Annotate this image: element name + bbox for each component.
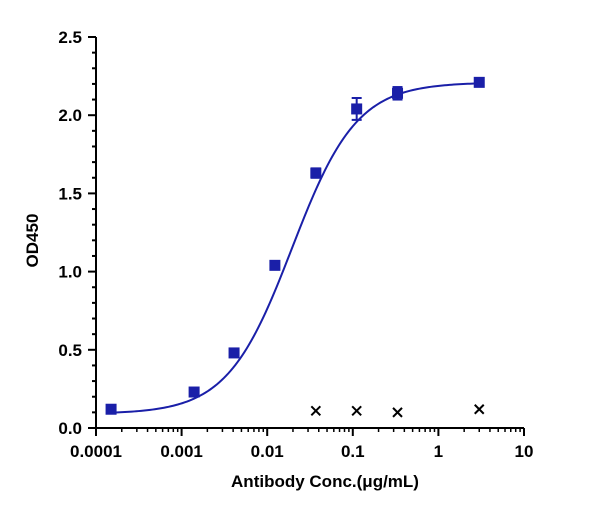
data-point-square — [310, 167, 322, 179]
x-tick-label: 0.1 — [341, 442, 365, 461]
data-point-square — [351, 103, 363, 115]
y-tick-label: 1.5 — [58, 184, 82, 203]
control-point-x — [310, 405, 322, 417]
x-tick-label: 10 — [515, 442, 534, 461]
y-axis-title: OD450 — [23, 214, 42, 268]
y-tick-label: 2.0 — [58, 106, 82, 125]
x-tick-label: 0.01 — [251, 442, 284, 461]
y-tick-label: 0.0 — [58, 419, 82, 438]
y-tick-label: 1.0 — [58, 263, 82, 282]
y-tick-label: 0.5 — [58, 341, 82, 360]
tick-marks — [88, 36, 525, 436]
x-axis-title: Antibody Conc.(μg/mL) — [231, 472, 419, 491]
data-point-square — [228, 347, 240, 359]
control-point-stroke — [351, 405, 362, 417]
data-point-square — [473, 76, 485, 88]
x-tick-label: 0.0001 — [70, 442, 122, 461]
data-point-square — [269, 259, 281, 271]
control-point-stroke — [310, 405, 322, 417]
y-tick-label: 2.5 — [58, 28, 82, 47]
data-points — [105, 76, 485, 415]
control-points — [310, 404, 485, 418]
x-tick-label: 0.001 — [160, 442, 203, 461]
control-point-x — [351, 405, 362, 417]
axes — [95, 37, 524, 429]
data-point-square — [392, 87, 404, 99]
control-point-stroke — [474, 404, 485, 415]
data-point-square — [105, 403, 117, 415]
control-point-stroke — [392, 407, 403, 418]
data-point-square — [188, 386, 200, 398]
x-tick-label: 1 — [434, 442, 443, 461]
x-tick-labels: 0.0001 0.001 0.01 0.1 1 10 — [70, 442, 533, 461]
error-bars — [310, 86, 403, 179]
control-point-x — [474, 404, 485, 415]
y-tick-labels: 0.0 0.5 1.0 1.5 2.0 2.5 — [58, 28, 82, 438]
control-point-x — [392, 407, 403, 418]
fit-curve — [111, 82, 480, 414]
